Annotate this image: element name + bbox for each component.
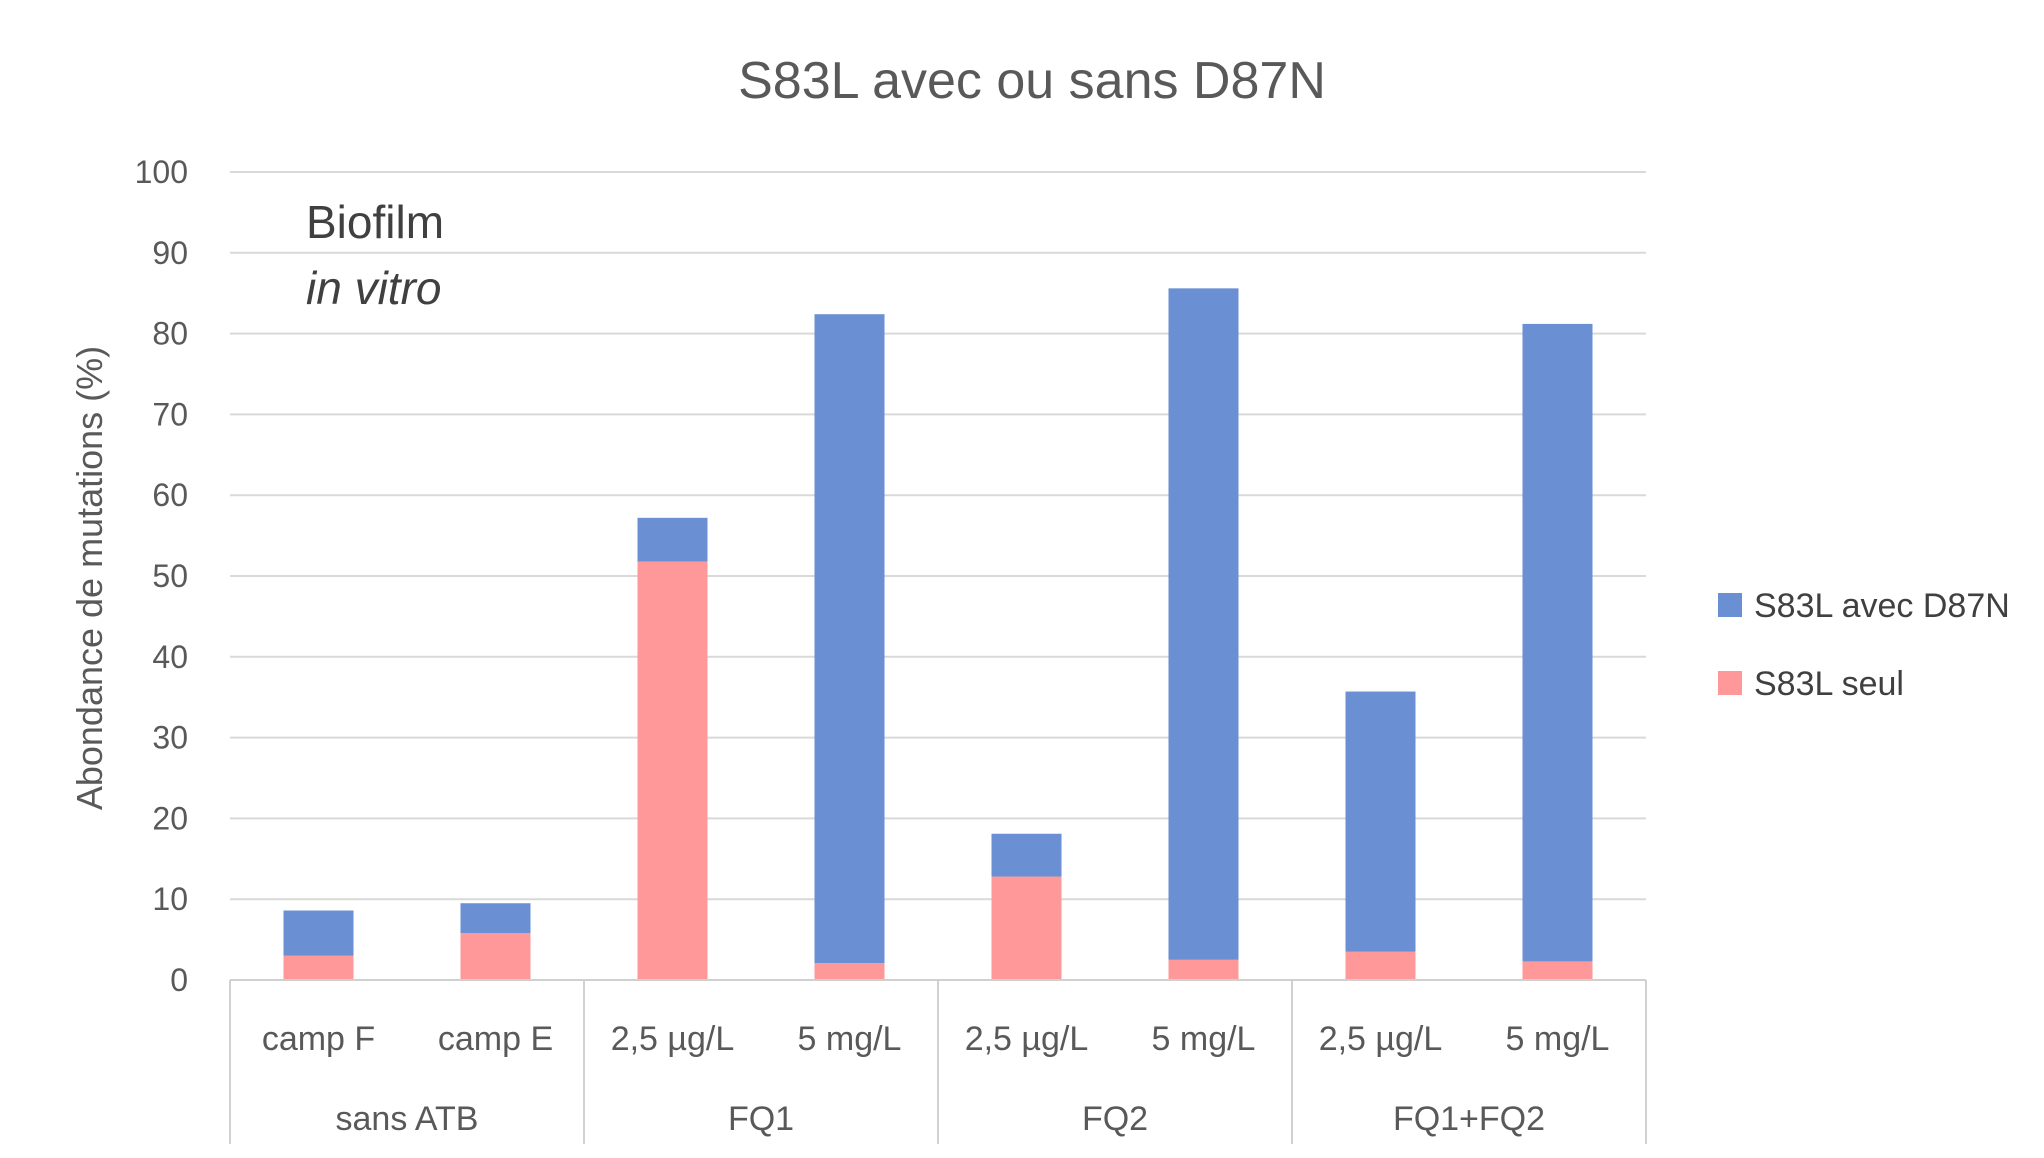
bar-segment bbox=[1168, 959, 1239, 980]
annotation-biofilm: Biofilm bbox=[306, 196, 444, 248]
x-tick-label: 5 mg/L bbox=[1152, 1020, 1256, 1058]
bar-segment bbox=[460, 933, 531, 980]
y-axis-ticks: 0 10 20 30 40 50 60 70 80 90 100 bbox=[135, 154, 188, 998]
group-label: FQ1 bbox=[728, 1100, 794, 1138]
y-tick-label: 90 bbox=[152, 235, 188, 271]
bar-segment bbox=[283, 955, 354, 980]
bars bbox=[283, 288, 1593, 980]
y-tick-label: 80 bbox=[152, 316, 188, 352]
chart-title: S83L avec ou sans D87N bbox=[738, 52, 1326, 110]
x-tick-label: 5 mg/L bbox=[798, 1020, 902, 1058]
x-tick-label: camp E bbox=[438, 1020, 553, 1058]
group-label: FQ1+FQ2 bbox=[1393, 1100, 1545, 1138]
group-label: sans ATB bbox=[336, 1100, 479, 1138]
x-tick-label: camp F bbox=[262, 1020, 375, 1058]
bar-segment bbox=[991, 833, 1062, 877]
y-axis-label: Abondance de mutations (%) bbox=[69, 346, 110, 810]
y-tick-label: 30 bbox=[152, 720, 188, 756]
group-label: FQ2 bbox=[1082, 1100, 1148, 1138]
y-tick-label: 0 bbox=[170, 962, 188, 998]
y-tick-label: 70 bbox=[152, 396, 188, 432]
bar-segment bbox=[991, 876, 1062, 980]
bar-segment bbox=[1522, 323, 1593, 962]
bar-segment bbox=[814, 963, 885, 980]
legend-label: S83L seul bbox=[1754, 665, 1904, 703]
x-tick-label: 5 mg/L bbox=[1506, 1020, 1610, 1058]
y-tick-label: 50 bbox=[152, 558, 188, 594]
bar-segment bbox=[1345, 691, 1416, 952]
x-tick-label: 2,5 µg/L bbox=[965, 1020, 1089, 1058]
bar-segment bbox=[1522, 961, 1593, 980]
y-tick-label: 10 bbox=[152, 881, 188, 917]
x-tick-label: 2,5 µg/L bbox=[611, 1020, 735, 1058]
legend: S83L avec D87N S83L seul bbox=[1718, 587, 2010, 703]
annotation-in-vitro: in vitro bbox=[306, 262, 441, 314]
legend-swatch bbox=[1718, 671, 1742, 695]
legend-label: S83L avec D87N bbox=[1754, 587, 2010, 625]
y-tick-label: 40 bbox=[152, 639, 188, 675]
x-axis: camp F camp E 2,5 µg/L 5 mg/L 2,5 µg/L 5 mg/L… bbox=[229, 979, 1647, 1144]
y-tick-label: 20 bbox=[152, 800, 188, 836]
legend-swatch bbox=[1718, 593, 1742, 617]
gridlines bbox=[230, 171, 1646, 901]
bar-segment bbox=[460, 903, 531, 934]
bar-segment bbox=[637, 561, 708, 980]
bar-segment bbox=[814, 314, 885, 964]
y-tick-label: 100 bbox=[135, 154, 188, 190]
bar-segment bbox=[637, 517, 708, 562]
bar-segment bbox=[283, 910, 354, 956]
bar-segment bbox=[1345, 951, 1416, 980]
bar-segment bbox=[1168, 288, 1239, 960]
x-tick-label: 2,5 µg/L bbox=[1319, 1020, 1443, 1058]
y-tick-label: 60 bbox=[152, 477, 188, 513]
